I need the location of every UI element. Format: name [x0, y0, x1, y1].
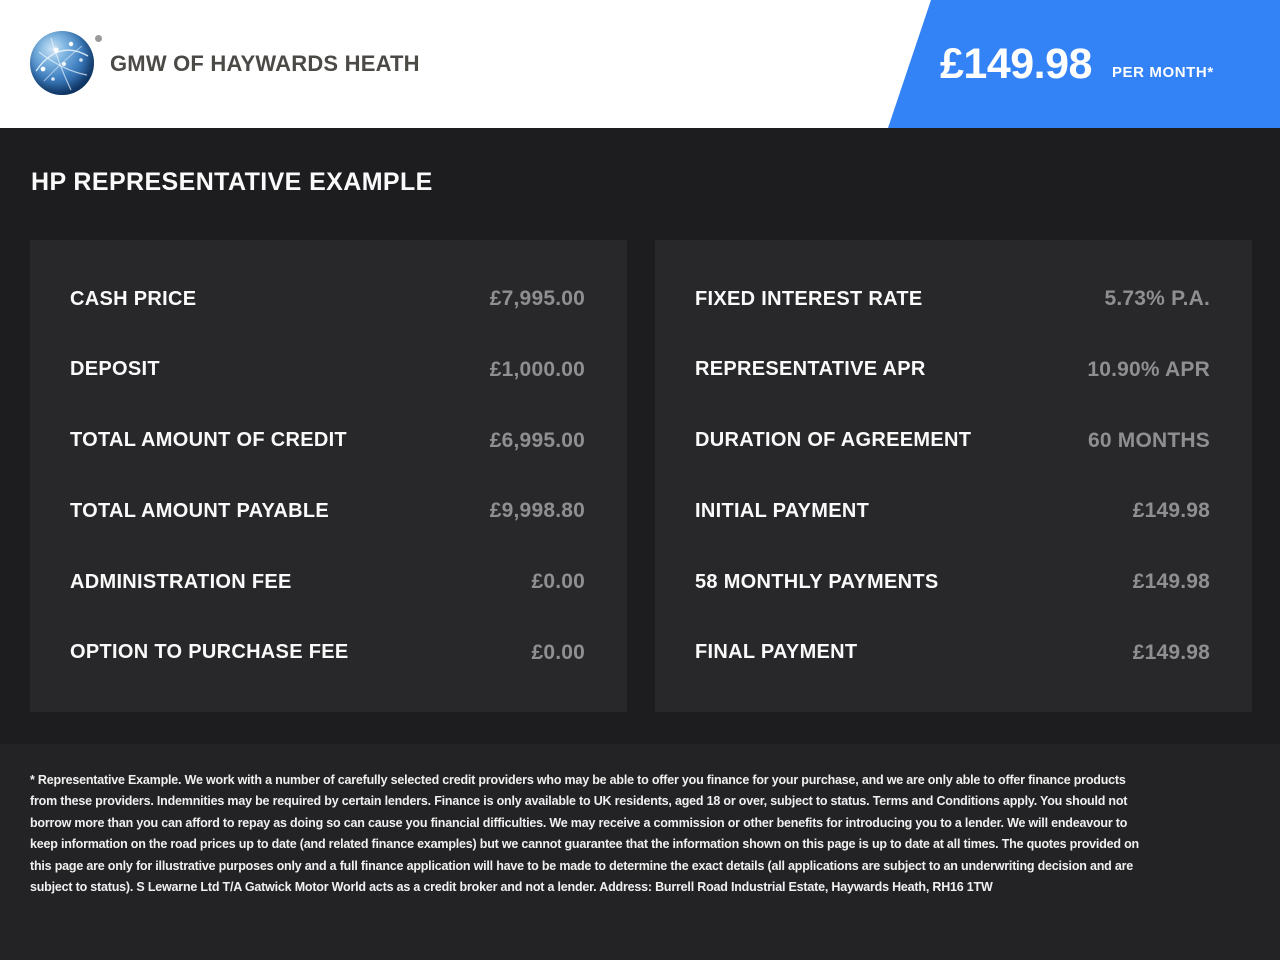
header: GMW OF HAYWARDS HEATH £149.98 PER MONTH* — [0, 0, 1280, 128]
finance-row-total-credit: TOTAL AMOUNT OF CREDIT £6,995.00 — [70, 418, 585, 464]
monthly-price: £149.98 — [940, 39, 1092, 88]
finance-row-final-payment: FINAL PAYMENT £149.98 — [695, 630, 1210, 676]
finance-label: TOTAL AMOUNT OF CREDIT — [70, 429, 347, 452]
finance-value: £149.98 — [1132, 640, 1210, 664]
finance-row-cash-price: CASH PRICE £7,995.00 — [70, 276, 585, 322]
finance-value: 5.73% P.A. — [1104, 287, 1210, 310]
finance-panel-left: CASH PRICE £7,995.00 DEPOSIT £1,000.00 T… — [30, 240, 627, 712]
finance-row-duration: DURATION OF AGREEMENT 60 MONTHS — [695, 418, 1210, 464]
finance-label: TOTAL AMOUNT PAYABLE — [70, 499, 329, 522]
finance-label: DEPOSIT — [70, 358, 160, 381]
globe-network-lines — [35, 37, 89, 91]
disclaimer-text: * Representative Example. We work with a… — [30, 773, 1139, 895]
finance-label: OPTION TO PURCHASE FEE — [70, 641, 349, 664]
globe-logo-icon — [30, 31, 102, 97]
finance-row-admin-fee: ADMINISTRATION FEE £0.00 — [70, 559, 585, 605]
finance-label: DURATION OF AGREEMENT — [695, 429, 972, 452]
finance-row-deposit: DEPOSIT £1,000.00 — [70, 347, 585, 393]
finance-row-monthly-payments: 58 MONTHLY PAYMENTS £149.98 — [695, 559, 1210, 605]
finance-row-total-payable: TOTAL AMOUNT PAYABLE £9,998.80 — [70, 488, 585, 534]
monthly-price-period: PER MONTH* — [1111, 63, 1214, 81]
finance-label: CASH PRICE — [70, 287, 197, 310]
finance-label: ADMINISTRATION FEE — [70, 570, 292, 593]
finance-value: £0.00 — [531, 640, 585, 664]
finance-value: £6,995.00 — [489, 428, 585, 452]
finance-value: 10.90% APR — [1087, 357, 1210, 381]
page-title: HP REPRESENTATIVE EXAMPLE — [31, 168, 433, 196]
dealer-logo: GMW OF HAYWARDS HEATH — [30, 0, 420, 128]
finance-value: 60 MONTHS — [1088, 428, 1210, 452]
finance-label: 58 MONTHLY PAYMENTS — [695, 570, 939, 593]
finance-value: £149.98 — [1132, 570, 1210, 594]
finance-value: £9,998.80 — [489, 499, 585, 523]
finance-row-interest-rate: FIXED INTEREST RATE 5.73% P.A. — [695, 276, 1210, 322]
finance-value: £7,995.00 — [489, 287, 585, 310]
finance-panel-right: FIXED INTEREST RATE 5.73% P.A. REPRESENT… — [655, 240, 1252, 712]
finance-label: REPRESENTATIVE APR — [695, 358, 926, 381]
registered-mark-dot — [95, 35, 102, 42]
dealer-name: GMW OF HAYWARDS HEATH — [110, 51, 420, 76]
price-banner: £149.98 PER MONTH* — [888, 0, 1280, 128]
finance-row-apr: REPRESENTATIVE APR 10.90% APR — [695, 347, 1210, 393]
footer: * Representative Example. We work with a… — [0, 744, 1280, 960]
finance-value: £0.00 — [531, 570, 585, 594]
finance-value: £1,000.00 — [489, 357, 585, 381]
finance-label: FINAL PAYMENT — [695, 641, 858, 664]
finance-label: INITIAL PAYMENT — [695, 499, 870, 522]
finance-label: FIXED INTEREST RATE — [695, 287, 923, 310]
finance-value: £149.98 — [1132, 499, 1210, 523]
finance-row-initial-payment: INITIAL PAYMENT £149.98 — [695, 488, 1210, 534]
finance-row-option-fee: OPTION TO PURCHASE FEE £0.00 — [70, 630, 585, 676]
